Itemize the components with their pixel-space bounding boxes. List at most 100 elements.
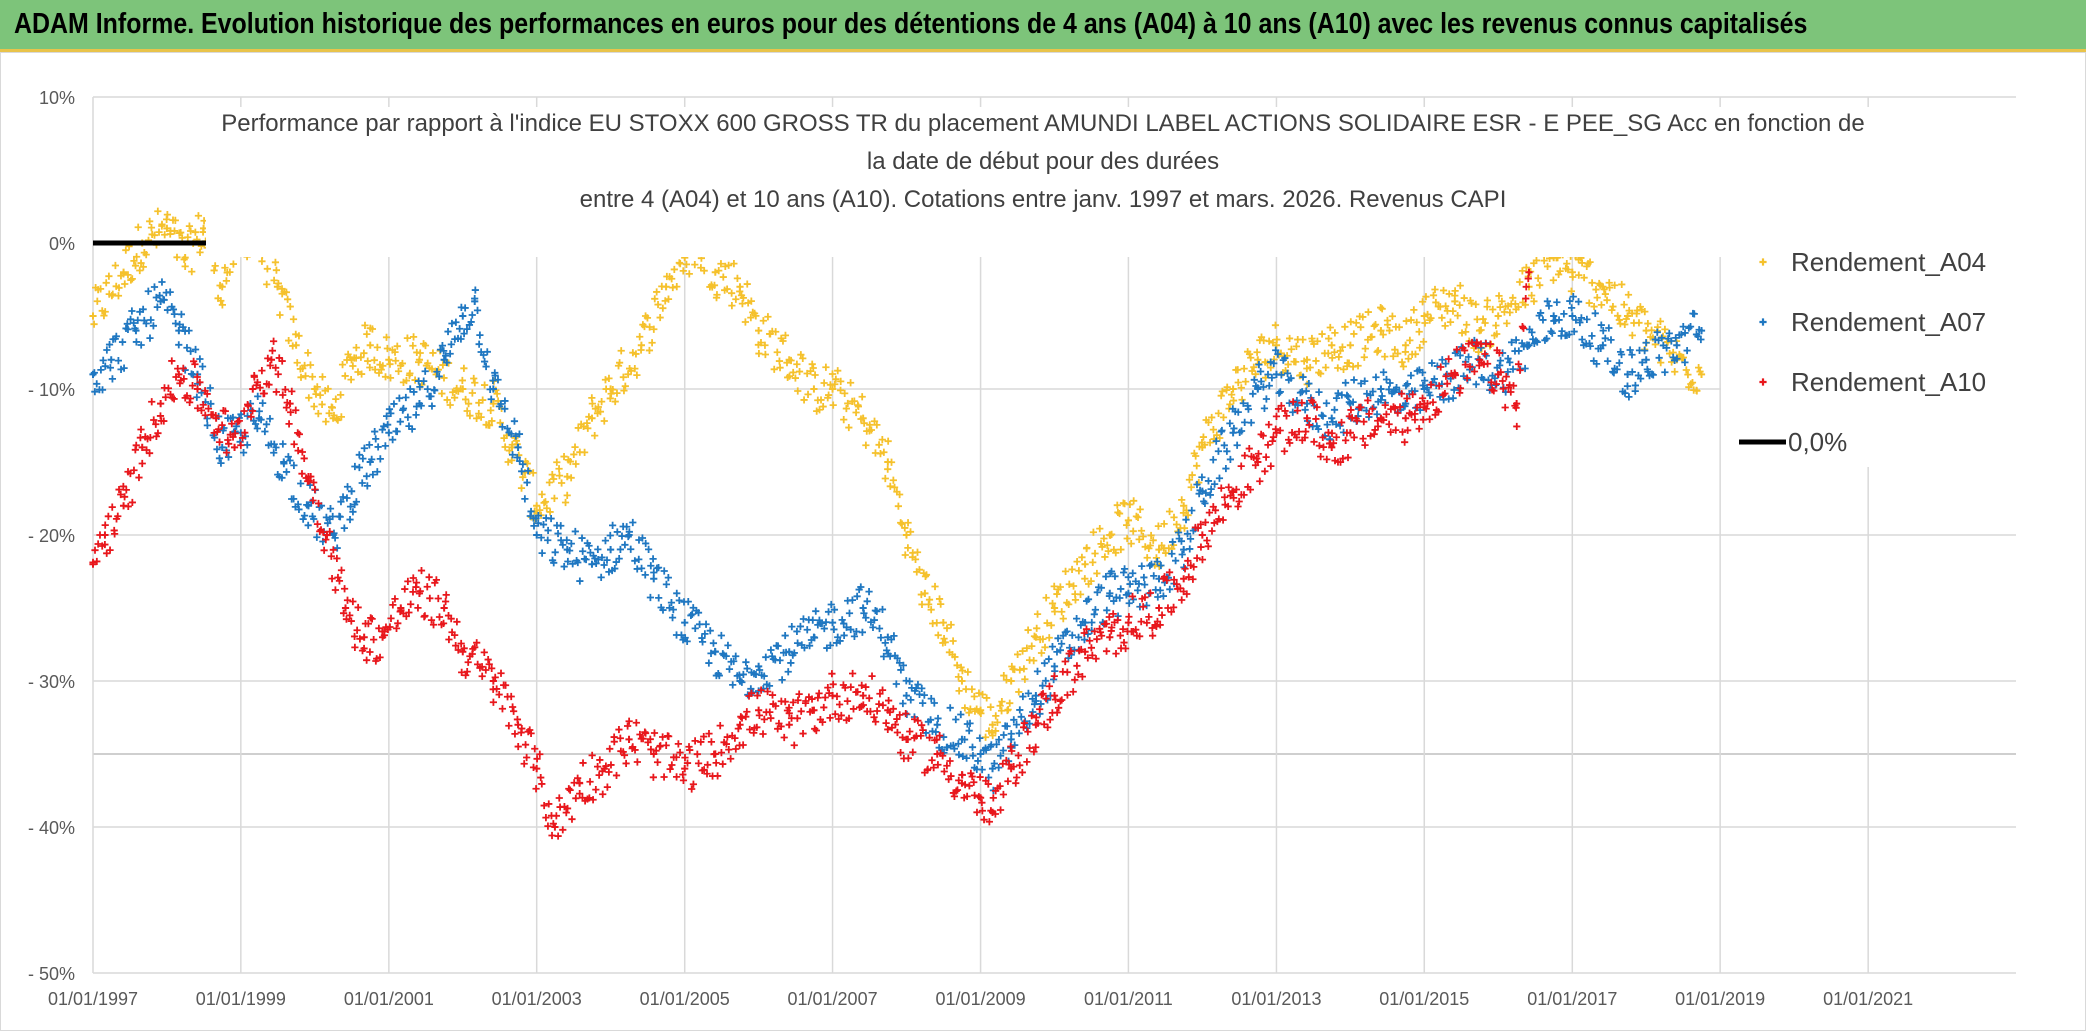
point-rendement-a07	[960, 735, 969, 744]
point-rendement-a10	[241, 429, 249, 437]
point-rendement-a04	[1521, 301, 1529, 309]
point-rendement-a07	[331, 534, 339, 542]
point-rendement-a10	[665, 732, 673, 740]
point-rendement-a04	[728, 289, 736, 297]
point-rendement-a07	[1604, 357, 1612, 365]
point-rendement-a04	[541, 498, 550, 506]
point-rendement-a10	[1267, 462, 1275, 470]
point-rendement-a10	[1524, 274, 1532, 283]
point-rendement-a07	[479, 351, 488, 359]
point-rendement-a04	[1528, 291, 1536, 300]
point-rendement-a10	[1512, 404, 1520, 412]
point-rendement-a10	[1497, 368, 1505, 376]
point-rendement-a07	[1386, 379, 1394, 387]
point-rendement-a07	[578, 534, 586, 542]
point-rendement-a10	[1315, 442, 1324, 450]
point-rendement-a07	[1553, 298, 1561, 306]
point-rendement-a04	[721, 262, 729, 270]
point-rendement-a10	[328, 575, 336, 583]
point-rendement-a07	[688, 610, 696, 618]
point-rendement-a10	[1368, 405, 1377, 413]
point-rendement-a07	[698, 638, 707, 646]
point-rendement-a07	[198, 362, 207, 371]
point-rendement-a04	[109, 290, 117, 298]
point-rendement-a04	[1253, 348, 1261, 356]
point-rendement-a07	[1038, 682, 1047, 690]
point-rendement-a07	[218, 443, 226, 451]
point-rendement-a07	[346, 503, 355, 511]
point-rendement-a07	[538, 549, 546, 557]
point-rendement-a07	[601, 537, 610, 545]
point-rendement-a04	[171, 216, 179, 224]
point-rendement-a07	[1097, 584, 1105, 592]
point-rendement-a07	[1293, 396, 1301, 405]
point-rendement-a10	[1259, 432, 1267, 440]
point-rendement-a07	[534, 519, 542, 527]
point-rendement-a10	[1409, 390, 1417, 398]
point-rendement-a07	[662, 580, 671, 588]
point-rendement-a04	[229, 260, 238, 268]
legend-label: Rendement_A04	[1791, 247, 1986, 277]
point-rendement-a07	[232, 422, 240, 430]
point-rendement-a07	[1605, 324, 1613, 332]
point-rendement-a07	[1172, 557, 1180, 565]
point-rendement-a10	[772, 702, 780, 710]
point-rendement-a07	[744, 691, 752, 699]
point-rendement-a04	[757, 338, 765, 347]
point-rendement-a07	[1017, 713, 1025, 721]
point-rendement-a04	[371, 366, 379, 374]
point-rendement-a07	[473, 306, 482, 315]
point-rendement-a07	[404, 413, 412, 421]
point-rendement-a10	[285, 420, 293, 428]
point-rendement-a10	[689, 780, 698, 788]
point-rendement-a10	[1088, 651, 1096, 659]
point-rendement-a04	[450, 394, 459, 402]
point-rendement-a04	[927, 606, 935, 614]
point-rendement-a10	[376, 653, 384, 661]
point-rendement-a07	[873, 607, 881, 615]
point-rendement-a10	[1339, 454, 1347, 463]
point-rendement-a07	[1283, 369, 1292, 378]
point-rendement-a07	[842, 623, 851, 631]
point-rendement-a10	[717, 749, 726, 757]
point-rendement-a10	[507, 692, 515, 701]
point-rendement-a07	[491, 371, 499, 380]
point-rendement-a10	[924, 765, 932, 773]
point-rendement-a04	[1317, 370, 1325, 378]
point-rendement-a04	[596, 408, 605, 416]
point-rendement-a04	[600, 417, 608, 425]
point-rendement-a04	[841, 389, 849, 397]
point-rendement-a10	[1053, 708, 1061, 717]
point-rendement-a04	[1498, 297, 1506, 305]
point-rendement-a04	[1410, 306, 1418, 314]
point-rendement-a07	[881, 639, 889, 647]
point-rendement-a04	[1228, 391, 1236, 399]
point-rendement-a04	[1349, 363, 1357, 371]
point-rendement-a10	[425, 573, 433, 581]
point-rendement-a10	[858, 681, 866, 689]
point-rendement-a04	[1250, 363, 1258, 371]
point-rendement-a07	[1450, 386, 1458, 394]
chart-title-line: entre 4 (A04) et 10 ans (A10). Cotations…	[580, 186, 1507, 213]
point-rendement-a04	[1180, 502, 1188, 510]
point-rendement-a10	[373, 655, 381, 663]
point-rendement-a04	[505, 446, 513, 455]
point-rendement-a10	[294, 447, 302, 455]
point-rendement-a10	[1293, 433, 1301, 442]
point-rendement-a04	[901, 551, 909, 559]
point-rendement-a10	[186, 394, 195, 403]
point-rendement-a04	[1407, 316, 1415, 324]
point-rendement-a07	[1275, 389, 1283, 397]
point-rendement-a04	[114, 292, 123, 300]
point-rendement-a04	[1073, 558, 1081, 566]
point-rendement-a04	[128, 275, 136, 283]
point-rendement-a10	[837, 711, 845, 720]
point-rendement-a10	[101, 540, 109, 549]
point-rendement-a07	[1212, 437, 1220, 445]
point-rendement-a10	[380, 631, 388, 639]
point-rendement-a10	[568, 815, 576, 823]
point-rendement-a10	[478, 672, 486, 680]
point-rendement-a07	[635, 555, 643, 564]
point-rendement-a07	[446, 350, 454, 358]
point-rendement-a10	[1442, 372, 1450, 380]
